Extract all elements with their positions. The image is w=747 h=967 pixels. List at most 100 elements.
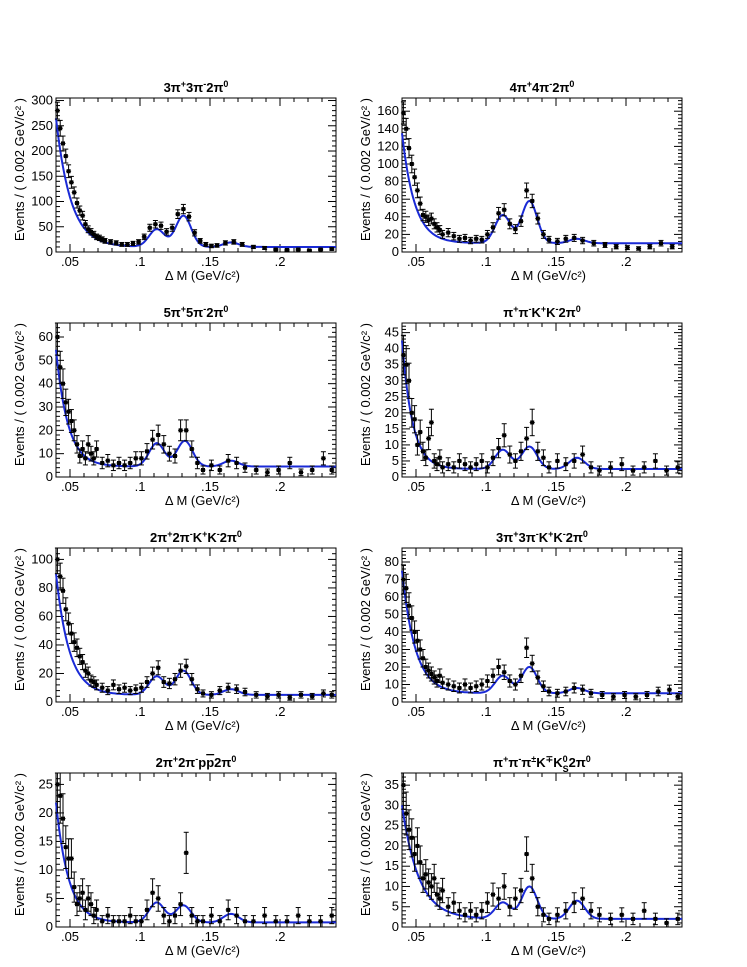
data-point xyxy=(192,229,198,237)
plot-frame xyxy=(55,97,337,253)
y-axis-label: Events / ( 0.002 GeV/c² ) xyxy=(358,98,373,241)
data-point xyxy=(99,682,105,693)
x-tick-label: .15 xyxy=(201,929,219,944)
data-point xyxy=(262,907,268,925)
data-point xyxy=(423,210,429,223)
x-tick-label: .2 xyxy=(275,704,286,719)
data-point xyxy=(80,440,86,458)
data-point xyxy=(183,419,189,442)
data-point xyxy=(599,691,605,699)
data-point xyxy=(284,915,290,928)
y-tick-label: 60 xyxy=(385,589,399,604)
data-point xyxy=(284,247,290,252)
fit-curve xyxy=(401,133,682,245)
data-point xyxy=(295,247,301,252)
data-point xyxy=(440,676,446,690)
data-point xyxy=(440,877,446,904)
data-point xyxy=(329,907,335,925)
y-axis-label: Events / ( 0.002 GeV/c² ) xyxy=(12,98,27,241)
x-tick-label: .05 xyxy=(407,479,425,494)
data-point xyxy=(406,592,412,620)
data-point xyxy=(412,168,418,186)
data-point xyxy=(164,228,170,236)
x-tick-label: .05 xyxy=(61,704,79,719)
data-point xyxy=(468,682,474,694)
x-axis-label: Δ M (GeV/c²) xyxy=(511,718,586,733)
data-point xyxy=(434,882,440,907)
data-point xyxy=(77,885,83,912)
data-point xyxy=(178,419,184,442)
data-point xyxy=(596,907,602,923)
data-point xyxy=(225,682,231,693)
y-tick-label: 150 xyxy=(31,168,53,183)
data-point xyxy=(591,239,597,247)
data-point xyxy=(554,688,560,698)
data-point xyxy=(456,453,462,469)
data-point xyxy=(423,859,429,890)
data-point xyxy=(507,445,513,464)
data-point xyxy=(468,461,474,474)
data-point xyxy=(66,164,72,179)
data-point xyxy=(60,793,66,844)
data-point xyxy=(320,689,326,698)
data-point xyxy=(608,912,614,926)
data-point xyxy=(675,912,681,926)
data-point xyxy=(462,907,468,923)
data-point xyxy=(431,670,437,685)
data-point xyxy=(329,691,335,699)
fit-curve xyxy=(55,118,336,248)
plot-frame xyxy=(55,772,337,928)
data-point xyxy=(82,899,88,921)
y-tick-label: 60 xyxy=(385,191,399,206)
data-point xyxy=(250,244,256,250)
data-point xyxy=(183,658,189,674)
data-point xyxy=(479,902,485,920)
data-point xyxy=(68,838,74,879)
data-point xyxy=(110,459,116,472)
data-point xyxy=(490,449,496,467)
data-point xyxy=(208,459,214,472)
data-point xyxy=(507,218,513,230)
data-point xyxy=(178,892,184,917)
data-point xyxy=(253,691,259,699)
data-point xyxy=(518,215,524,227)
data-point xyxy=(434,222,440,233)
data-point xyxy=(529,193,535,209)
x-axis-label: Δ M (GeV/c²) xyxy=(165,268,240,283)
data-point xyxy=(88,892,94,917)
x-tick-label: .1 xyxy=(135,929,146,944)
y-tick-label: 10 xyxy=(385,878,399,893)
data-point xyxy=(669,244,675,250)
data-point xyxy=(80,210,86,221)
data-point xyxy=(546,235,552,244)
data-point xyxy=(298,691,304,699)
data-point xyxy=(287,694,293,701)
data-point xyxy=(580,684,586,695)
data-point xyxy=(473,907,479,923)
data-point xyxy=(403,345,409,385)
x-tick-label: .15 xyxy=(547,704,565,719)
y-tick-label: 15 xyxy=(385,858,399,873)
x-axis-label: Δ M (GeV/c²) xyxy=(511,943,586,958)
x-tick-label: .15 xyxy=(201,704,219,719)
y-tick-label: 60 xyxy=(39,329,53,344)
data-point xyxy=(619,457,625,472)
data-point xyxy=(144,443,150,460)
data-point xyxy=(113,240,119,246)
y-tick-label: 20 xyxy=(385,226,399,241)
data-point xyxy=(68,175,74,189)
data-point xyxy=(490,882,496,907)
data-point xyxy=(445,897,451,917)
data-point xyxy=(664,918,670,928)
data-point xyxy=(273,915,279,928)
data-point xyxy=(431,218,437,230)
data-point xyxy=(318,247,324,252)
y-tick-label: 40 xyxy=(385,209,399,224)
data-point xyxy=(420,441,426,461)
y-tick-label: 0 xyxy=(46,244,53,259)
y-tick-label: 40 xyxy=(39,637,53,652)
data-point xyxy=(194,915,200,928)
data-point xyxy=(306,915,312,928)
data-point xyxy=(105,453,111,468)
data-point xyxy=(440,461,446,474)
